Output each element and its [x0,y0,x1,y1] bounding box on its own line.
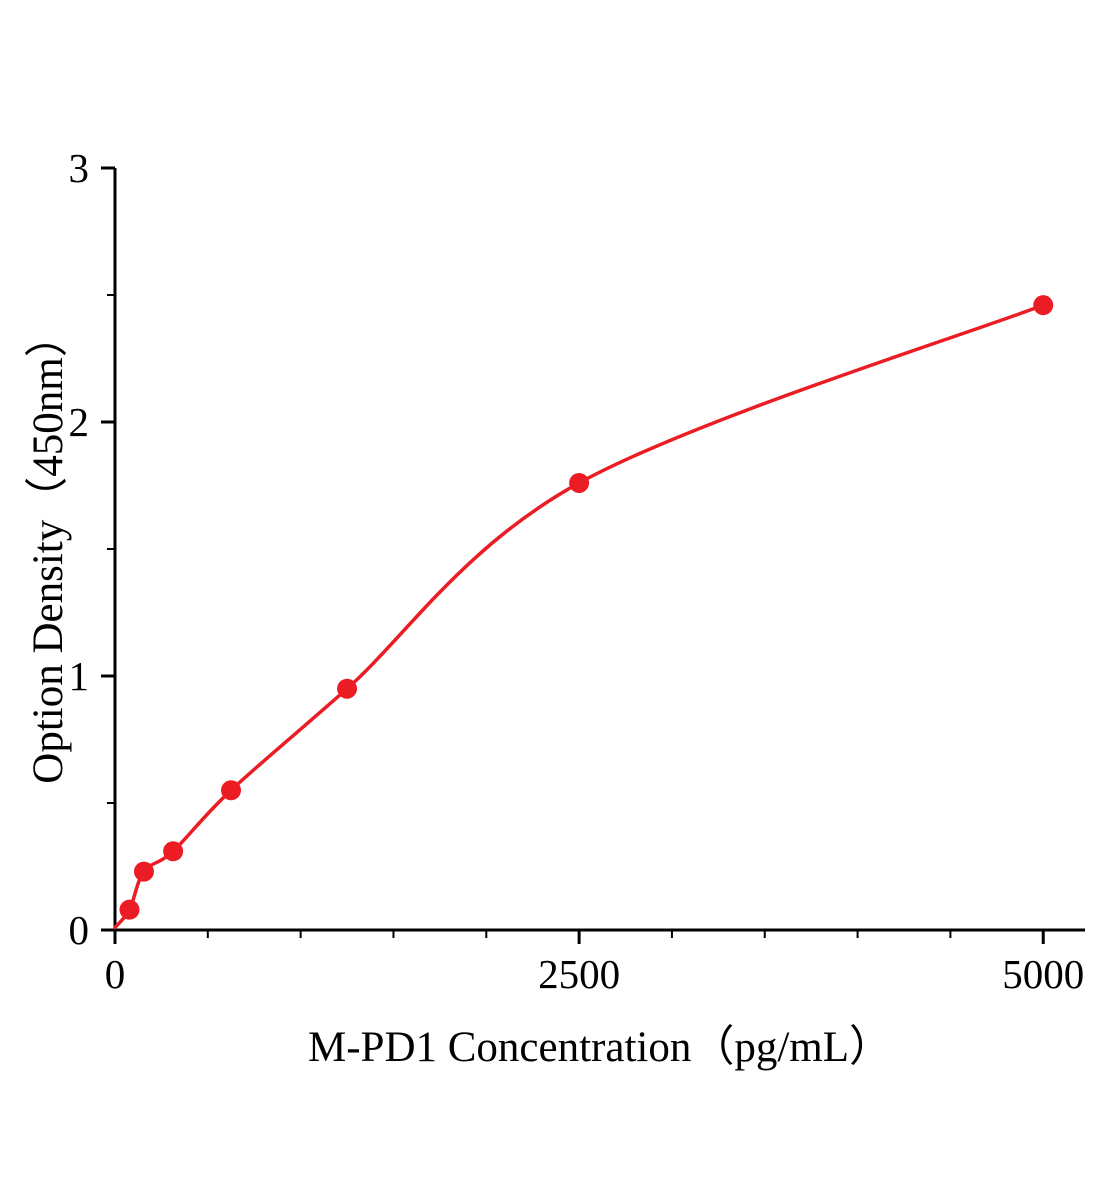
data-point [569,472,590,493]
data-point [119,899,140,920]
x-tick-label: 0 [105,951,126,997]
y-tick-label: 0 [69,907,90,953]
data-point [163,841,184,862]
x-axis-title: M-PD1 Concentration（pg/mL） [307,1024,893,1071]
y-axis-title: Option Density（450nm） [25,314,72,784]
y-tick-label: 1 [69,653,90,699]
data-point [221,780,242,801]
x-tick-label: 2500 [538,951,620,997]
data-point [337,678,358,699]
y-tick-label: 2 [69,399,90,445]
data-point [1033,295,1054,316]
y-tick-label: 3 [69,145,90,191]
data-point [133,861,154,882]
x-tick-label: 5000 [1002,951,1084,997]
fit-curve-line [113,303,1045,930]
